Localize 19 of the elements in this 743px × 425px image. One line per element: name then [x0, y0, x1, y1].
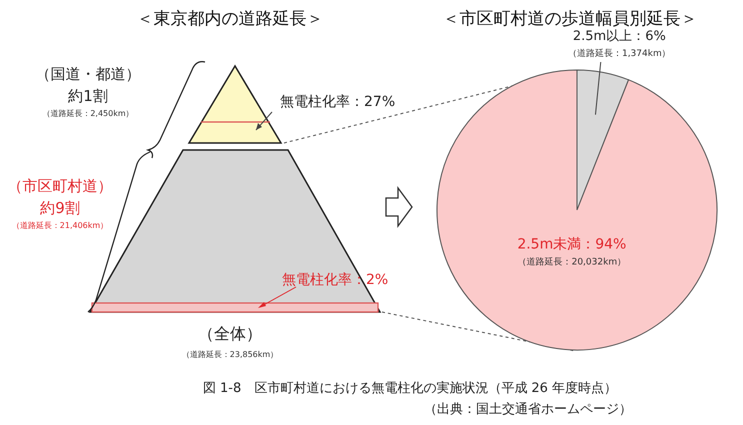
text: （道路延長：23,856km）	[182, 350, 278, 359]
text: （出典：国土交通省ホームページ）	[424, 401, 632, 417]
text: （全体）	[198, 324, 262, 343]
chart-title: ＜市区町村道の歩道幅員別延長＞	[442, 9, 698, 29]
text: （道路延長：1,374km）	[568, 48, 671, 59]
slice-label: 2.5m未満：94%	[517, 236, 626, 252]
text: （道路延長：20,032km）	[518, 256, 626, 268]
text: 約1割	[68, 87, 108, 105]
text: 約9割	[40, 199, 80, 217]
text: 無電柱化率：2%	[282, 272, 388, 288]
slice-label: 2.5m以上：6%	[572, 29, 666, 44]
text: ＜東京都内の道路延長＞	[136, 9, 324, 29]
text: （道路延長：21,406km）	[12, 221, 108, 230]
pie-slice	[436, 70, 718, 350]
caption: 図 1-8 区市町村道における無電柱化の実施状況（平成 26 年度時点）	[202, 380, 618, 396]
text: （道路延長：2,450km）	[42, 109, 134, 118]
text: （国道・都道）	[36, 65, 140, 83]
text: （市区町村道）	[8, 177, 112, 195]
text: 無電柱化率：27%	[280, 94, 396, 110]
